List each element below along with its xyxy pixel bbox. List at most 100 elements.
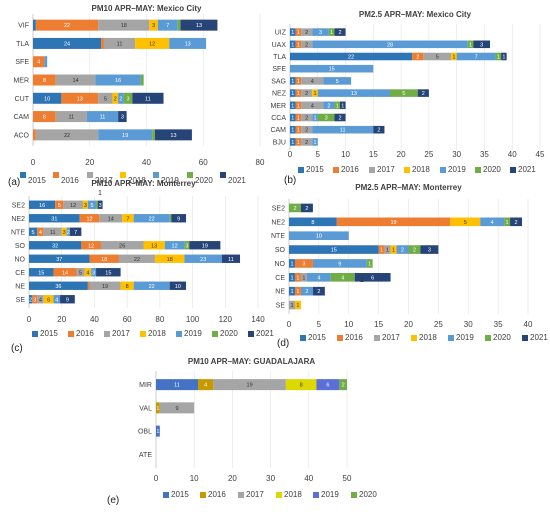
bar-segment-2019 (86, 111, 119, 123)
data-label: 2 (305, 128, 308, 134)
category-label: NE2 (11, 216, 25, 223)
data-label: 1 (330, 30, 333, 36)
data-label: 2 (413, 248, 416, 254)
x-tick-label: 40 (142, 158, 151, 167)
bar-segment-2021 (373, 125, 385, 134)
legend-label: 2017 (382, 333, 400, 342)
data-label: 3 (185, 243, 188, 249)
data-label: 4 (204, 383, 207, 389)
bar-segment-2021 (300, 203, 313, 213)
chart-title: PM10 APR–MAY: Mexico City (92, 4, 203, 13)
x-tick-label: 25 (434, 320, 443, 329)
bar-segment-2016 (53, 268, 77, 277)
x-tick-label: 60 (199, 158, 208, 167)
bar-segment-2020 (169, 214, 172, 223)
bar-segment-2020 (317, 113, 335, 122)
data-label: 2 (377, 128, 380, 134)
bar-segment-2019 (95, 74, 141, 86)
bar-segment-2017 (98, 19, 150, 31)
bar-segment-2019 (300, 286, 313, 296)
data-label: 22 (348, 55, 354, 61)
data-label: 37 (56, 257, 62, 263)
data-label: 8 (43, 78, 46, 84)
x-tick-label: 25 (424, 150, 433, 159)
legend-swatch-2016 (200, 492, 206, 498)
bar-segment-2015 (289, 286, 295, 296)
x-tick-label: 20 (57, 315, 66, 324)
category-label: SAG (271, 78, 286, 85)
x-tick-label: 0 (288, 150, 293, 159)
data-label: 1 (156, 429, 159, 435)
chart-title: PM10 APR–MAY: Monterrey (91, 179, 196, 188)
category-label: UAX (272, 42, 287, 49)
data-label: 7 (475, 55, 478, 61)
category-label: NO (275, 261, 286, 268)
data-label: 5 (58, 203, 61, 209)
data-label: 3 (33, 297, 36, 303)
x-tick-label: 10 (341, 150, 350, 159)
panel-label: (a) (8, 177, 20, 188)
x-tick-label: 0 (154, 474, 159, 483)
bar-segment-2018 (285, 379, 317, 391)
bar-segment-2018 (120, 281, 134, 290)
x-tick-label: 60 (123, 315, 132, 324)
data-label: 5 (90, 203, 93, 209)
legend-swatch-2015 (298, 167, 304, 173)
data-label: 7 (166, 23, 169, 29)
panel-label: (b) (284, 175, 296, 186)
data-label: 12 (149, 41, 155, 47)
bar-segment-2015 (33, 37, 102, 49)
data-label: 18 (101, 257, 107, 263)
data-label: 15 (105, 270, 111, 276)
category-label: SE2 (12, 202, 25, 209)
bar-segment-2017 (159, 402, 195, 414)
bar-segment-2019 (306, 273, 331, 282)
category-label: CAM (13, 114, 29, 121)
bar-segment-2021 (97, 200, 103, 209)
category-label: CCA (271, 115, 286, 122)
legend-swatch-2016 (53, 172, 59, 178)
bar-segment-2017 (301, 101, 324, 110)
bar-segment-2015 (29, 254, 90, 263)
x-tick-label: 35 (494, 320, 503, 329)
bar-segment-2015 (289, 245, 379, 254)
data-label: 2 (293, 206, 296, 212)
data-label: 22 (149, 284, 155, 290)
data-label: 6 (47, 297, 50, 303)
legend-label: 2017 (246, 490, 264, 499)
data-label: 1 (386, 248, 389, 254)
category-label: NTE (271, 233, 285, 240)
data-label: 2 (305, 206, 308, 212)
data-label: 1 (502, 55, 505, 61)
data-label: 19 (102, 284, 108, 290)
data-label: 2 (338, 30, 341, 36)
data-label: 1 (290, 289, 293, 295)
category-label: ATE (139, 452, 152, 459)
data-label: 11 (174, 383, 180, 389)
bar-segment-2017 (43, 227, 62, 236)
data-label: 5 (79, 270, 82, 276)
bar-segment-2019 (289, 231, 349, 240)
data-label: 28 (387, 42, 393, 48)
data-label: 4 (86, 270, 89, 276)
category-label: TLA (16, 41, 29, 48)
data-label: 2 (338, 116, 341, 122)
x-tick-label: 140 (251, 315, 265, 324)
data-label: 1 (297, 79, 300, 85)
bar-segment-2020 (96, 200, 98, 209)
annotation-label: 1 (98, 190, 102, 197)
legend-swatch-2017 (238, 492, 244, 498)
data-label: 4 (491, 220, 494, 226)
bar-segment-2021 (420, 245, 439, 254)
bar-segment-2021 (312, 286, 325, 296)
data-label: 3 (319, 30, 322, 36)
data-label: 22 (149, 216, 155, 222)
bar-segment-2018 (112, 92, 119, 104)
bar-segment-2016 (33, 56, 45, 68)
bar-segment-2017 (289, 300, 295, 310)
data-label: 4 (311, 79, 314, 85)
category-label: CUT (15, 96, 30, 103)
category-label: TLA (273, 54, 286, 61)
data-label: 2 (317, 289, 320, 295)
legend-label: 2018 (128, 176, 146, 185)
